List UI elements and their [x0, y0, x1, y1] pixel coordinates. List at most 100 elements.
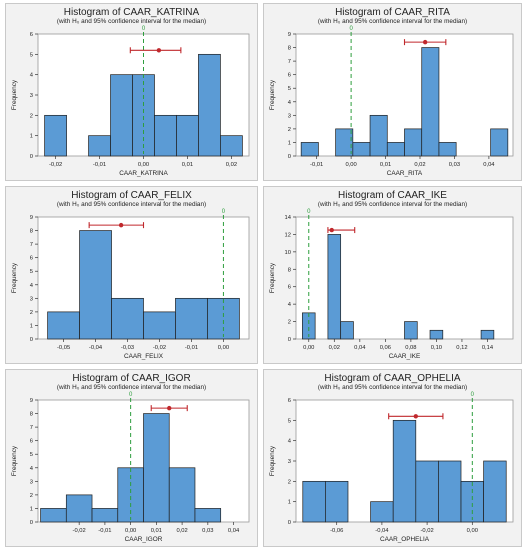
x-tick-label: 0,12: [456, 345, 467, 351]
x-tick-label: 0,03: [449, 162, 460, 168]
x-axis-label: CAAR_KATRINA: [119, 170, 168, 177]
x-tick-label: -0,05: [57, 345, 70, 351]
y-tick-label: 3: [30, 296, 33, 302]
histogram-bar: [327, 234, 342, 340]
y-tick-label: 5: [30, 452, 33, 458]
histogram-bar: [392, 419, 417, 523]
histogram-bar: [335, 128, 354, 157]
chart-panel-ophelia: Histogram of CAAR_OPHELIA (with H₀ and 9…: [263, 369, 522, 547]
x-tick-label: 0,00: [138, 162, 149, 168]
x-tick-label: -0,01: [98, 528, 111, 534]
histogram-bar: [40, 508, 67, 523]
y-tick-label: 0: [288, 337, 291, 343]
x-tick-label: -0,02: [153, 345, 166, 351]
h0-label: 0: [222, 209, 226, 215]
x-tick-label: 0,01: [182, 162, 193, 168]
histogram-katrina: 0 1 2 3 4 5 6 -0,02 -0,01 0,00 0,01 0,02 0 CAAR_KATRI…: [11, 26, 250, 177]
y-tick-label: 9: [30, 215, 33, 221]
y-tick-label: 2: [30, 310, 33, 316]
y-tick-label: 0: [30, 337, 33, 343]
x-tick-label: -0,02: [420, 528, 433, 534]
histogram-bar: [370, 501, 394, 523]
y-tick-label: 0: [288, 154, 291, 160]
histogram-bar: [386, 142, 405, 157]
chart-panel-ike: Histogram of CAAR_IKE (with H₀ and 95% c…: [263, 186, 522, 364]
y-tick-label: 1: [30, 134, 33, 140]
x-tick-label: -0,06: [330, 528, 343, 534]
y-tick-label: 8: [30, 412, 33, 418]
median-point: [413, 414, 419, 419]
chart-subtitle: (with H₀ and 95% confidence interval for…: [56, 18, 207, 25]
h0-label: 0: [349, 26, 353, 32]
x-tick-label: 0,02: [329, 345, 340, 351]
y-tick-label: 3: [30, 93, 33, 99]
y-tick-label: 4: [30, 73, 34, 79]
histogram-bar: [79, 230, 112, 340]
y-tick-label: 2: [288, 320, 291, 326]
y-tick-label: 5: [288, 86, 291, 92]
chart-panel-rita: Histogram of CAAR_RITA (with H₀ and 95% …: [263, 3, 522, 181]
h0-label: 0: [142, 26, 146, 32]
y-tick-label: 1: [288, 500, 291, 506]
histogram-bar: [325, 480, 349, 523]
chart-title: Histogram of CAAR_RITA: [335, 7, 450, 18]
h0-label: 0: [307, 209, 311, 215]
x-tick-label: 0,02: [226, 162, 237, 168]
histogram-bar: [340, 321, 354, 340]
histogram-bar: [404, 128, 423, 157]
y-tick-label: 10: [285, 250, 291, 256]
y-tick-label: 6: [30, 256, 33, 262]
y-tick-label: 5: [30, 52, 33, 58]
y-axis-label: Frequency: [269, 262, 276, 293]
chart-title: Histogram of CAAR_KATRINA: [63, 7, 200, 18]
median-point: [167, 405, 172, 411]
histogram-bar: [300, 142, 319, 157]
y-tick-label: 4: [288, 100, 292, 106]
histogram-bar: [198, 53, 221, 157]
x-tick-label: -0,02: [73, 528, 86, 534]
histogram-ike: 0 2 4 6 8 10 12 14 0,00 0,02 0,04 0,06 0,08 0,10 0,12 0…: [269, 209, 514, 360]
chart-panel-igor: Histogram of CAAR_IGOR (with H₀ and 95% …: [5, 369, 258, 547]
y-tick-label: 8: [288, 267, 291, 273]
chart-panel-katrina: Histogram of CAAR_KATRINA (with H₀ and 9…: [5, 3, 258, 181]
histogram-bar: [404, 321, 418, 340]
x-tick-label: -0,01: [310, 162, 323, 168]
histogram-bar: [110, 74, 133, 157]
x-tick-label: 0,03: [202, 528, 213, 534]
y-tick-label: 3: [30, 479, 33, 485]
y-tick-label: 5: [30, 269, 33, 275]
histogram-bar: [429, 329, 444, 340]
x-tick-label: -0,01: [185, 345, 198, 351]
histogram-bar: [194, 508, 222, 523]
chart-subtitle: (with H₀ and 95% confidence interval for…: [317, 201, 468, 208]
y-tick-label: 7: [288, 59, 291, 65]
y-tick-label: 8: [288, 46, 291, 52]
histogram-igor: 0 1 2 3 4 5 6 7 8 9 -0,02 -0,01 0,00 0,01 0,02 0,03 0,04…: [11, 392, 250, 543]
y-tick-label: 5: [288, 418, 291, 424]
x-tick-label: -0,04: [89, 345, 103, 351]
y-tick-label: 12: [285, 232, 291, 238]
x-tick-label: -0,01: [93, 162, 106, 168]
y-tick-label: 4: [30, 283, 34, 289]
histogram-ophelia: 0 1 2 3 4 5 6 -0,06 -0,04 -0,02 0,00 0 CAAR_OPHELIA F…: [269, 392, 514, 543]
x-axis-label: CAAR_FELIX: [124, 353, 164, 360]
y-tick-label: 4: [288, 302, 292, 308]
histogram-bar: [220, 135, 243, 157]
y-tick-label: 0: [30, 520, 33, 526]
median-point: [156, 48, 162, 53]
y-tick-label: 2: [30, 493, 33, 499]
median-point: [329, 227, 334, 233]
y-axis-label: Frequency: [11, 445, 18, 476]
x-tick-label: 0,04: [483, 162, 495, 168]
histogram-bar: [438, 460, 462, 523]
y-tick-label: 7: [30, 242, 33, 248]
histogram-bar: [421, 47, 440, 157]
histogram-bar: [111, 297, 144, 340]
y-tick-label: 2: [30, 113, 33, 119]
x-tick-label: 0,02: [176, 528, 187, 534]
x-tick-label: -0,04: [375, 528, 389, 534]
x-axis-label: CAAR_RITA: [387, 170, 423, 177]
y-tick-label: 9: [30, 398, 33, 404]
histogram-bar: [47, 311, 80, 340]
y-tick-label: 9: [288, 32, 291, 38]
